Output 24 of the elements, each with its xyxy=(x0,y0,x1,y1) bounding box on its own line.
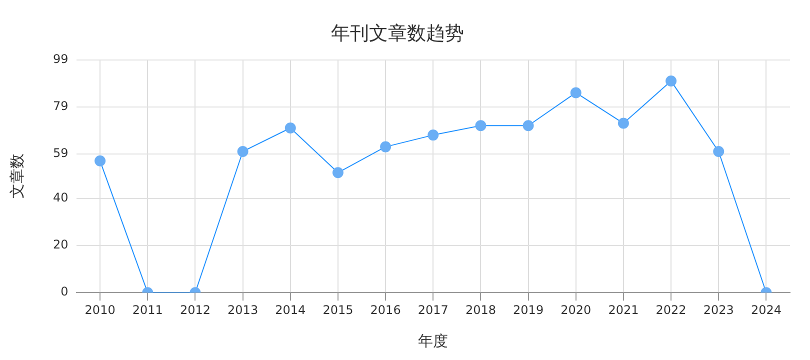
chart-title: 年刊文章数趋势 xyxy=(331,22,464,44)
y-tick-label: 79 xyxy=(52,98,68,113)
x-tick-label: 2011 xyxy=(132,302,163,317)
x-tick-label: 2016 xyxy=(370,302,401,317)
y-tick-label: 59 xyxy=(52,146,68,160)
x-tick-label: 2010 xyxy=(84,302,116,317)
x-tick-label: 2022 xyxy=(656,302,686,317)
x-tick-label: 2017 xyxy=(418,302,448,317)
y-tick-label: 20 xyxy=(52,238,68,252)
x-tick-label: 2020 xyxy=(560,302,592,317)
x-tick-label: 2014 xyxy=(275,302,306,317)
x-tick-label: 2024 xyxy=(750,302,782,317)
x-tick-label: 2021 xyxy=(608,302,639,317)
x-tick-label: 2015 xyxy=(322,302,354,317)
x-tick-label: 2013 xyxy=(228,302,258,317)
y-tick-label: 99 xyxy=(52,52,68,66)
y-tick-label: 0 xyxy=(60,284,68,299)
x-axis-title: 年度 xyxy=(418,332,448,350)
x-tick-label: 2018 xyxy=(465,302,496,317)
x-tick-label: 2023 xyxy=(703,302,734,317)
x-tick-label: 2012 xyxy=(180,302,210,317)
y-axis-title: 文章数 xyxy=(8,154,26,199)
x-tick-label: 2019 xyxy=(513,302,544,317)
y-tick-label: 40 xyxy=(52,190,68,205)
